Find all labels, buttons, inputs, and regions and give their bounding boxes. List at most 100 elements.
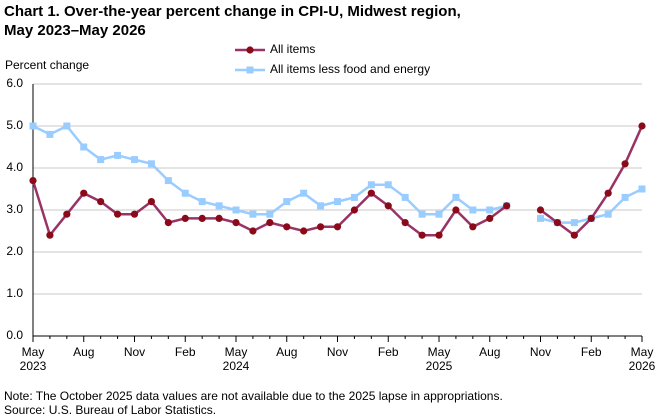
legend-label: All items less food and energy xyxy=(270,62,430,76)
note: Note: The October 2025 data values are n… xyxy=(4,389,503,403)
data-point xyxy=(63,122,71,130)
data-point xyxy=(503,202,511,210)
legend-marker xyxy=(246,46,254,54)
data-point xyxy=(367,189,375,197)
data-point xyxy=(164,219,172,227)
data-point xyxy=(63,210,71,218)
data-point xyxy=(198,214,206,222)
data-point xyxy=(147,198,156,206)
x-tick-label: May xyxy=(225,345,248,359)
series-line xyxy=(31,125,644,238)
note: Source: U.S. Bureau of Labor Statistics. xyxy=(4,403,216,417)
data-point xyxy=(638,185,646,193)
data-point xyxy=(46,231,54,239)
data-point xyxy=(232,219,240,227)
data-point xyxy=(198,198,206,206)
data-point xyxy=(316,223,325,231)
x-tick-label: Feb xyxy=(175,345,196,359)
data-point xyxy=(114,151,122,159)
x-tick-label: Nov xyxy=(530,345,551,359)
x-tick-label: Aug xyxy=(479,345,500,359)
data-point xyxy=(266,210,274,218)
y-tick-label: 2.0 xyxy=(6,244,23,258)
data-point xyxy=(537,214,544,222)
y-tick-label: 6.0 xyxy=(6,76,23,90)
data-point xyxy=(266,219,274,227)
data-point xyxy=(164,177,172,185)
chart-title: Chart 1. Over-the-year percent change in… xyxy=(4,3,461,20)
y-tick-label: 5.0 xyxy=(6,118,23,132)
data-point xyxy=(418,231,426,239)
data-point xyxy=(97,198,105,206)
y-tick-label: 1.0 xyxy=(6,286,23,300)
data-point xyxy=(367,181,375,189)
data-point xyxy=(350,193,358,201)
series-line xyxy=(32,124,643,224)
data-point xyxy=(401,219,409,227)
data-point xyxy=(638,122,646,130)
data-point xyxy=(384,181,392,189)
legend-label: All items xyxy=(270,42,315,56)
x-tick-label: Aug xyxy=(73,345,94,359)
data-point xyxy=(486,214,494,222)
data-point xyxy=(621,160,629,168)
y-axis-label: Percent change xyxy=(5,58,89,72)
data-point xyxy=(469,223,477,231)
x-tick-label: May xyxy=(428,345,451,359)
y-tick-label: 4.0 xyxy=(6,160,23,174)
data-point xyxy=(536,206,545,214)
data-point xyxy=(80,143,88,151)
data-point xyxy=(401,193,409,201)
x-tick-label: May xyxy=(22,345,45,359)
data-point xyxy=(486,206,494,214)
data-point xyxy=(300,189,308,197)
data-point xyxy=(181,214,189,222)
data-point xyxy=(80,189,88,197)
y-tick-label: 3.0 xyxy=(6,202,23,216)
data-point xyxy=(46,130,54,138)
data-point xyxy=(553,219,562,227)
data-point xyxy=(249,210,257,218)
legend-marker xyxy=(246,66,254,74)
data-point xyxy=(215,214,223,222)
data-point xyxy=(435,210,443,218)
data-point xyxy=(570,231,578,239)
data-point xyxy=(249,227,257,235)
data-point xyxy=(317,202,325,210)
data-point xyxy=(587,214,595,222)
x-tick-label: Nov xyxy=(327,345,348,359)
data-point xyxy=(232,206,240,214)
data-point xyxy=(283,198,291,206)
x-tick-label: Aug xyxy=(276,345,297,359)
data-point xyxy=(97,156,105,164)
data-point xyxy=(334,198,341,206)
data-point xyxy=(283,223,291,231)
data-point xyxy=(147,160,155,168)
data-point xyxy=(29,122,37,130)
x-tick-label: Feb xyxy=(378,345,399,359)
data-point xyxy=(570,219,578,227)
data-point xyxy=(29,177,37,185)
x-tick-year: 2025 xyxy=(426,359,453,373)
data-point xyxy=(300,227,308,235)
data-point xyxy=(130,210,139,218)
y-tick-label: 0.0 xyxy=(6,328,23,342)
data-point xyxy=(604,189,612,197)
data-point xyxy=(452,206,460,214)
data-point xyxy=(333,223,342,231)
x-tick-year: 2026 xyxy=(629,359,656,373)
x-tick-label: Nov xyxy=(124,345,145,359)
chart-title: May 2023–May 2026 xyxy=(4,22,146,39)
data-point xyxy=(350,206,359,214)
x-tick-year: 2024 xyxy=(223,359,250,373)
data-point xyxy=(384,202,392,210)
x-tick-year: 2023 xyxy=(20,359,47,373)
data-point xyxy=(181,189,189,197)
data-point xyxy=(215,202,223,210)
x-tick-label: May xyxy=(631,345,654,359)
data-point xyxy=(452,193,460,201)
x-tick-label: Feb xyxy=(581,345,602,359)
data-point xyxy=(435,231,443,239)
data-point xyxy=(131,156,138,164)
